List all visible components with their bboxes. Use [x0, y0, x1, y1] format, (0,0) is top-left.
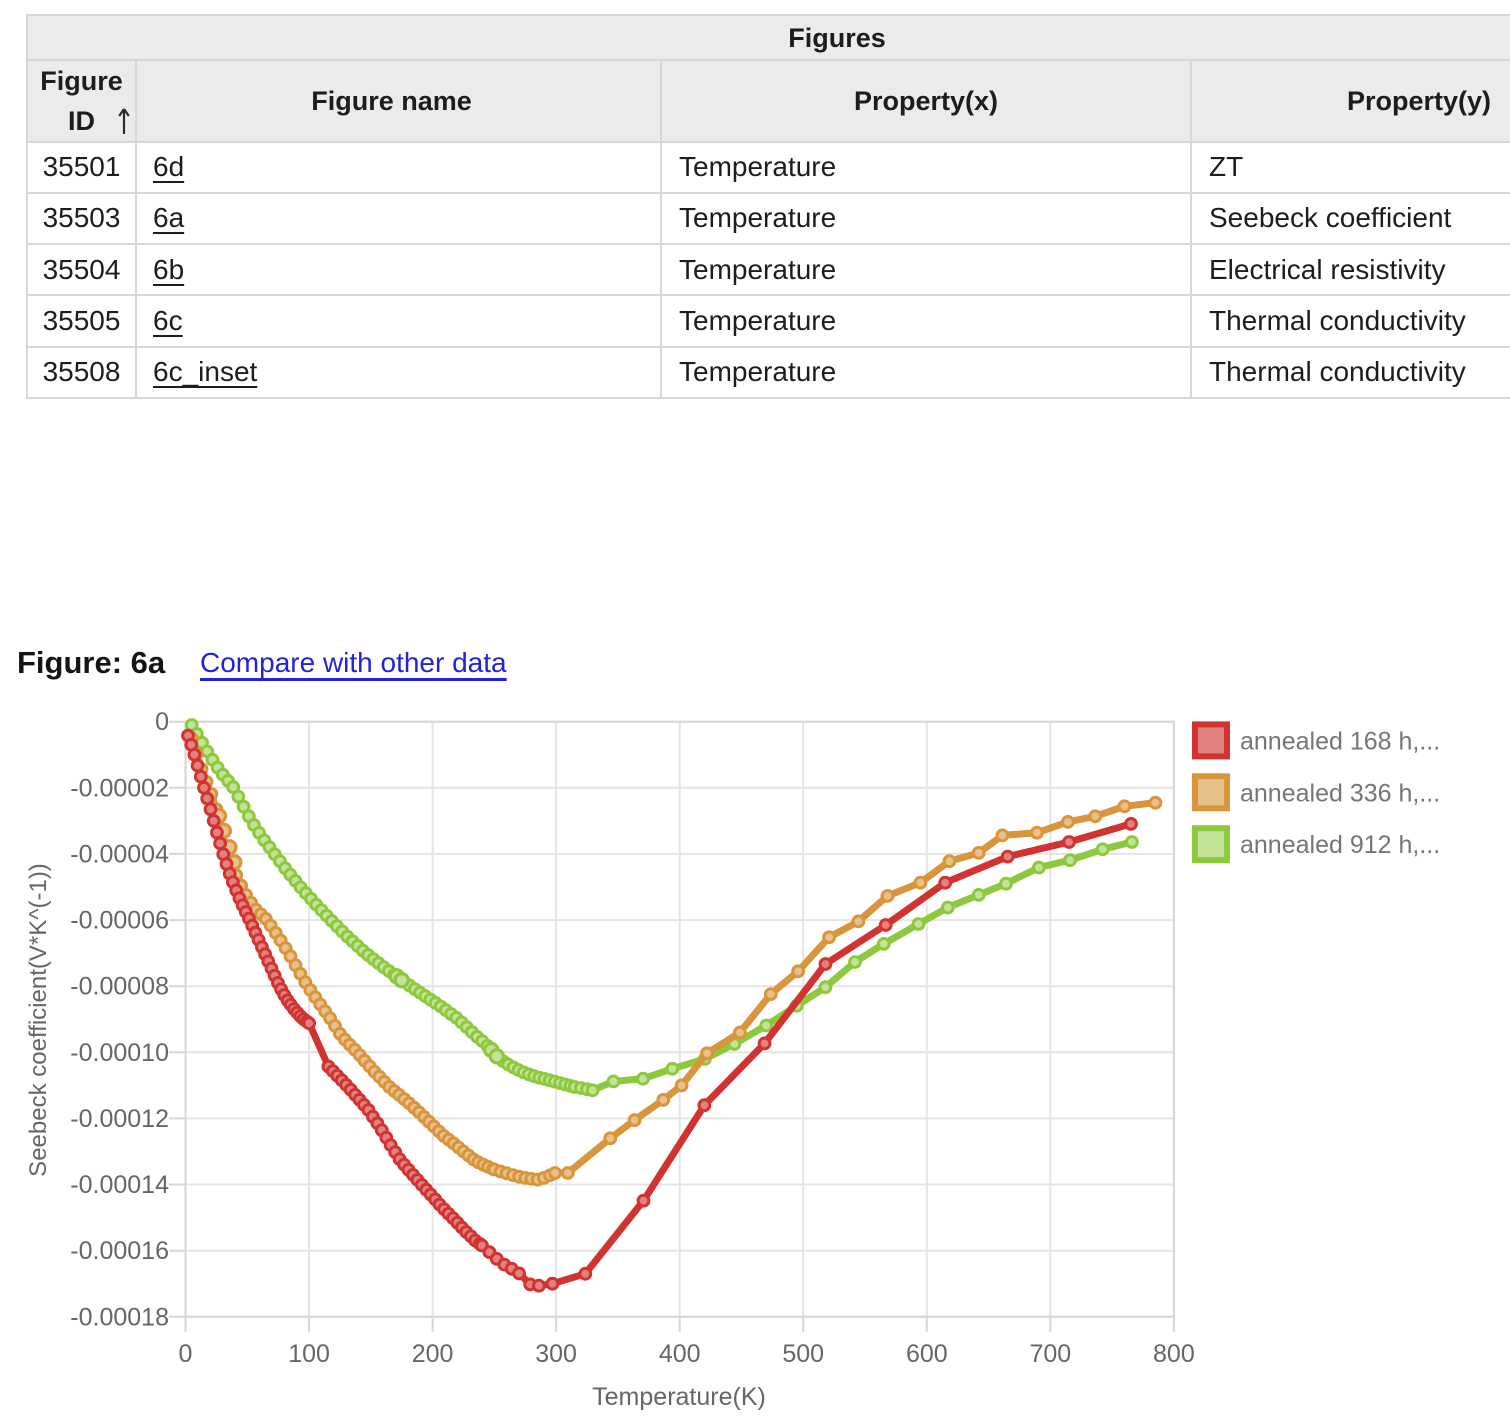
svg-text:500: 500 — [782, 1340, 824, 1368]
svg-text:-0.00012: -0.00012 — [70, 1105, 169, 1133]
svg-text:-0.00002: -0.00002 — [70, 774, 169, 802]
svg-text:Temperature(K): Temperature(K) — [592, 1383, 766, 1411]
svg-text:-0.00004: -0.00004 — [70, 840, 169, 868]
svg-text:-0.00014: -0.00014 — [70, 1171, 169, 1199]
svg-text:200: 200 — [412, 1340, 454, 1368]
svg-text:-0.00010: -0.00010 — [70, 1039, 169, 1067]
svg-text:annealed 912 h,...: annealed 912 h,... — [1240, 831, 1440, 859]
svg-text:300: 300 — [535, 1340, 577, 1368]
svg-text:-0.00008: -0.00008 — [70, 973, 169, 1001]
svg-text:Seebeck coefficient(V*K^(-1)): Seebeck coefficient(V*K^(-1)) — [25, 863, 52, 1177]
svg-text:400: 400 — [659, 1340, 701, 1368]
svg-text:100: 100 — [288, 1340, 330, 1368]
svg-text:700: 700 — [1029, 1340, 1071, 1368]
svg-text:annealed 168 h,...: annealed 168 h,... — [1240, 727, 1440, 755]
svg-text:-0.00006: -0.00006 — [70, 907, 169, 935]
svg-text:annealed 336 h,...: annealed 336 h,... — [1240, 779, 1440, 807]
svg-text:-0.00016: -0.00016 — [70, 1237, 169, 1265]
svg-text:0: 0 — [179, 1340, 193, 1368]
svg-text:0: 0 — [155, 708, 169, 736]
svg-text:-0.00018: -0.00018 — [70, 1303, 169, 1331]
svg-text:600: 600 — [906, 1340, 948, 1368]
svg-text:800: 800 — [1153, 1340, 1195, 1368]
